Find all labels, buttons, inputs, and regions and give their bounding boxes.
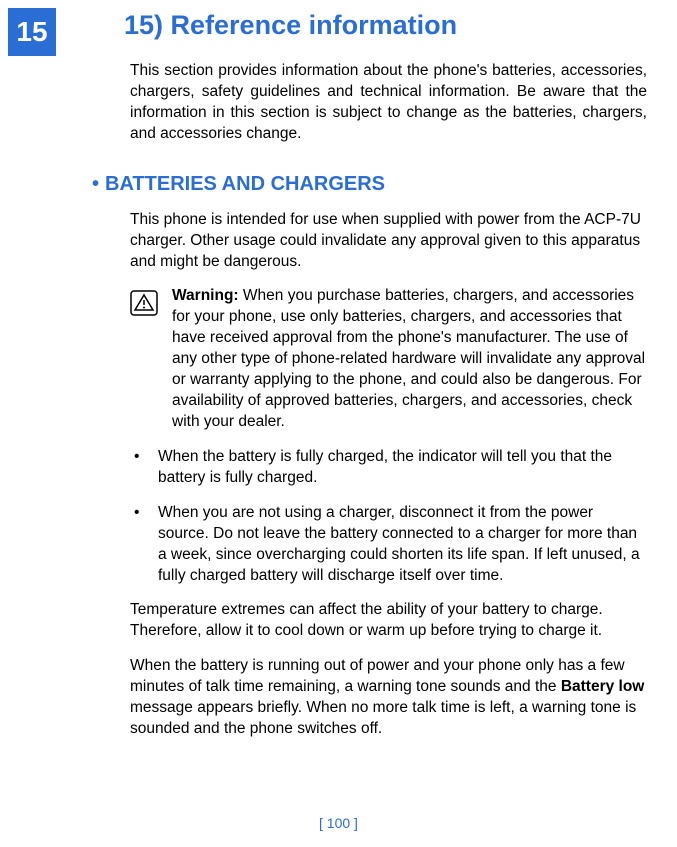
low-post: message appears briefly. When no more ta… — [130, 699, 636, 737]
page-content: 15) Reference information This section p… — [130, 0, 647, 740]
section-heading-text: BATTERIES AND CHARGERS — [105, 173, 385, 195]
low-pre: When the battery is running out of power… — [130, 657, 625, 695]
temperature-paragraph: Temperature extremes can affect the abil… — [130, 600, 647, 642]
list-item: • When the battery is fully charged, the… — [130, 447, 647, 489]
intro-paragraph: This section provides information about … — [130, 61, 647, 145]
warning-icon — [130, 290, 166, 316]
warning-text: Warning: When you purchase batteries, ch… — [172, 286, 647, 432]
chapter-tab-badge: 15 — [8, 8, 56, 56]
chapter-title: 15) Reference information — [124, 10, 647, 41]
chapter-tab-number: 15 — [16, 16, 47, 48]
bullet-mark: • — [130, 503, 158, 524]
list-item: • When you are not using a charger, disc… — [130, 503, 647, 587]
bullet-mark: • — [130, 447, 158, 468]
section-bullet: • — [92, 173, 105, 195]
battery-low-paragraph: When the battery is running out of power… — [130, 656, 647, 740]
section-heading-batteries: •BATTERIES AND CHARGERS — [92, 173, 647, 196]
warning-label: Warning: — [172, 287, 239, 304]
page-number-footer: [ 100 ] — [0, 815, 677, 831]
warning-body: When you purchase batteries, chargers, a… — [172, 287, 645, 430]
low-bold: Battery low — [561, 678, 645, 695]
bullet-text: When the battery is fully charged, the i… — [158, 447, 647, 489]
warning-block: Warning: When you purchase batteries, ch… — [130, 286, 647, 432]
usage-paragraph: This phone is intended for use when supp… — [130, 210, 647, 273]
bullet-text: When you are not using a charger, discon… — [158, 503, 647, 587]
